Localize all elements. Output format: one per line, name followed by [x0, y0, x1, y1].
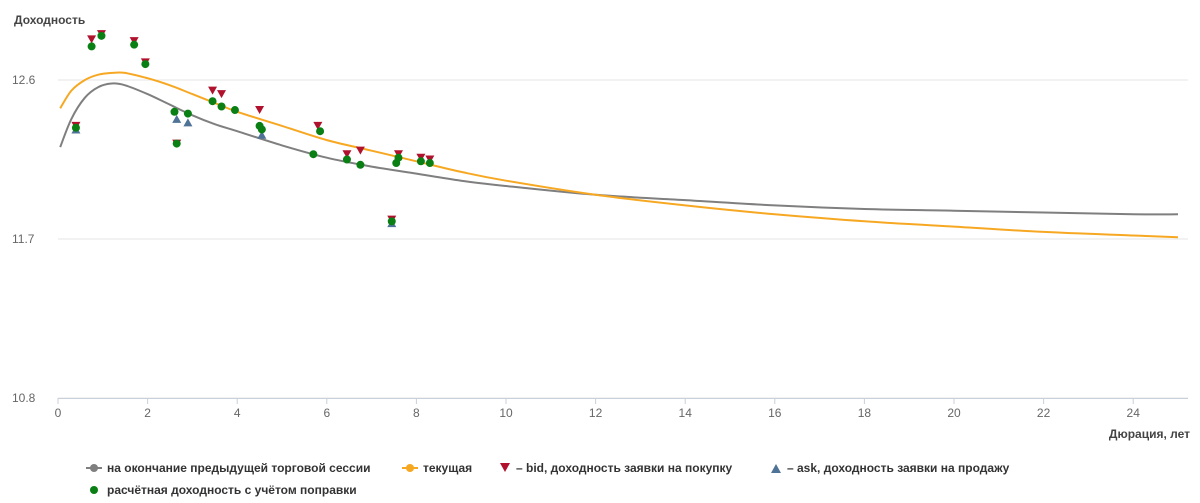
curve-lines [59, 71, 1179, 239]
calc-yield-point [217, 102, 226, 111]
calc-yield-point [230, 106, 239, 115]
legend-calc-label: расчётная доходность с учётом поправки [107, 483, 357, 497]
x-tick-label: 14 [679, 406, 693, 420]
y-tick-label: 12.6 [12, 73, 36, 87]
legend-ask-label: – ask, доходность заявки на продажу [787, 461, 1010, 475]
legend-bid-label: – bid, доходность заявки на покупку [516, 461, 733, 475]
x-tick-label: 16 [768, 406, 782, 420]
x-tick-label: 20 [947, 406, 961, 420]
calc-yield-point [87, 42, 96, 51]
calc-yield-point [183, 109, 192, 118]
bid-point [342, 150, 352, 159]
x-tick-label: 4 [234, 406, 241, 420]
calc-yield-point [130, 40, 139, 49]
y-tick-label: 11.7 [12, 232, 35, 246]
y-tick-label: 10.8 [12, 391, 36, 405]
x-tick-label: 10 [499, 406, 513, 420]
ask-point [172, 114, 182, 123]
calc-yield-point [71, 123, 80, 132]
ask-point [257, 130, 267, 139]
calc-yield-point [387, 217, 396, 226]
calc-yield-point [97, 31, 106, 40]
calc-yield-point [356, 160, 365, 169]
bid-point [217, 90, 227, 99]
bid-point [355, 146, 365, 155]
bid-point [87, 35, 97, 44]
legend-item-ask[interactable]: – ask, доходность заявки на продажу [771, 461, 1010, 475]
x-tick-label: 2 [144, 406, 151, 420]
legend-prev-session-label: на окончание предыдущей торговой сессии [107, 461, 370, 475]
x-tick-label: 0 [55, 406, 62, 420]
ask-point [183, 118, 193, 127]
legend-bid-marker [500, 463, 510, 472]
calc-yield-point [257, 125, 266, 134]
calc-yield-point [425, 159, 434, 168]
bid-point [255, 106, 265, 115]
legend-item-current[interactable]: текущая [402, 461, 472, 475]
bid-point [208, 86, 218, 95]
x-tick-label: 12 [589, 406, 603, 420]
data-markers [71, 30, 435, 228]
calc-yield-point [208, 97, 217, 106]
calc-yield-point [394, 153, 403, 162]
legend-current-label: текущая [423, 461, 472, 475]
bid-point [313, 121, 323, 130]
axes: Доходность Дюрация, лет 10.811.712.60 2 4 6… [12, 13, 1190, 441]
legend-item-bid[interactable]: – bid, доходность заявки на покупку [500, 461, 733, 475]
calc-yield-point [342, 155, 351, 164]
y-axis-title: Доходность [14, 13, 85, 27]
legend: на окончание предыдущей торговой сессии … [86, 461, 1010, 497]
calc-yield-point [309, 150, 318, 159]
x-tick-label: 22 [1037, 406, 1051, 420]
legend-ask-marker [771, 464, 781, 473]
x-tick-label: 8 [413, 406, 420, 420]
legend-current-marker [406, 464, 414, 472]
calc-yield-point [316, 127, 325, 136]
calc-yield-point [416, 157, 425, 166]
prev-session-curve [59, 82, 1179, 216]
legend-prev-session-marker [90, 464, 98, 472]
calc-yield-point [141, 60, 150, 69]
x-tick-label: 6 [323, 406, 330, 420]
x-tick-label: 24 [1127, 406, 1141, 420]
x-tick-label: 18 [858, 406, 872, 420]
calc-yield-point [172, 139, 181, 148]
legend-calc-marker [90, 486, 98, 494]
x-axis-title: Дюрация, лет [1109, 427, 1190, 441]
legend-item-prev-session[interactable]: на окончание предыдущей торговой сессии [86, 461, 370, 475]
calc-yield-point [170, 107, 179, 116]
legend-item-calc[interactable]: расчётная доходность с учётом поправки [90, 483, 357, 497]
